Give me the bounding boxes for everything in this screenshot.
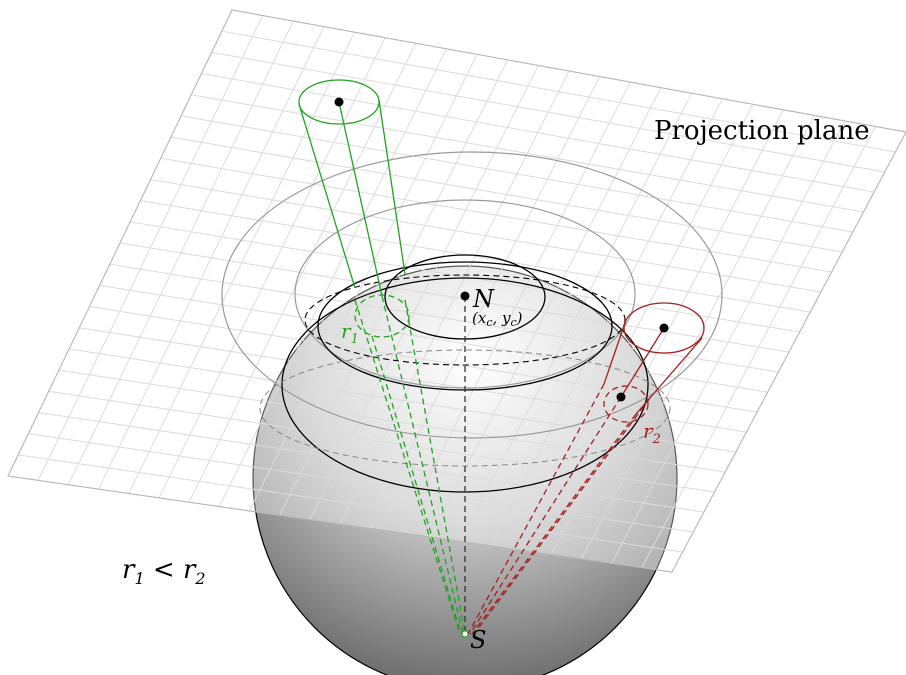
north-coords-open: (x (472, 309, 487, 327)
red-sphere-point (616, 392, 626, 402)
projection-plane-label: Projection plane (654, 116, 870, 146)
grid-line (460, 92, 692, 542)
red-ray-4 (473, 397, 651, 635)
grid-line (550, 109, 784, 555)
inequality-label: r1 < r2 (122, 555, 206, 588)
ring-outer (221, 151, 723, 439)
inequality-r2-sub: 2 (194, 569, 205, 588)
green-sphere-circle (354, 294, 410, 338)
green-center-point (334, 97, 344, 107)
south-pole-point (461, 630, 469, 638)
red-center-point (659, 323, 669, 333)
grid-line (119, 242, 790, 353)
r2-letter: r (643, 419, 654, 443)
green-generator-right (378, 99, 406, 275)
grid-line (611, 120, 846, 564)
grid-line (399, 81, 631, 533)
r1-label: r1 (341, 319, 359, 347)
r1-subscript: 1 (351, 332, 359, 347)
red-projection (467, 302, 705, 635)
inequality-r2: r (183, 555, 197, 585)
grid-line (641, 126, 876, 568)
grid-line (58, 369, 726, 473)
green-ray-3 (404, 299, 466, 635)
projected-rings (221, 151, 723, 493)
r2-subscript: 2 (652, 432, 661, 447)
north-coords-mid: , y (492, 309, 511, 327)
grid-line (99, 284, 768, 393)
r1-letter: r (341, 319, 352, 343)
south-pole-label: S (470, 626, 486, 654)
grid-line (48, 390, 715, 493)
sphere-upper-dashed-ring (304, 274, 626, 366)
grid-line (369, 76, 601, 529)
green-ray-1 (354, 299, 461, 635)
red-generator-center (620, 327, 665, 398)
red-ray-2 (469, 396, 622, 635)
grid-line (109, 263, 779, 373)
green-ray-2 (381, 295, 464, 635)
grid-line (38, 411, 704, 513)
r2-label: r2 (643, 419, 661, 447)
north-coords-sub1: c (486, 316, 492, 329)
green-ray-4 (371, 335, 462, 635)
north-pole-label: N (472, 285, 495, 313)
grid-line (89, 306, 758, 413)
grid-line (28, 433, 694, 533)
green-generator-left (298, 103, 356, 289)
grid-line (69, 348, 736, 453)
grid-line (490, 98, 723, 547)
red-projected-circle (623, 302, 705, 354)
grid-line (430, 87, 662, 538)
north-coords-sub2: c (511, 316, 517, 329)
green-projection (298, 79, 466, 635)
inequality-r1: r (122, 555, 136, 585)
north-pole-point (460, 291, 470, 301)
grid-line (18, 454, 683, 553)
grid-line (581, 115, 815, 560)
red-generator-left (603, 319, 627, 385)
grid-line (520, 104, 754, 551)
inequality-operator: < (145, 555, 183, 585)
green-generator-center (338, 101, 383, 297)
projection-plane (7, 9, 906, 573)
north-coords-close: ) (516, 309, 523, 327)
inequality-r1-sub: 1 (134, 569, 144, 588)
north-coords-label: (xc, yc) (472, 309, 523, 329)
red-ray-3 (471, 413, 637, 635)
red-sphere-circle (603, 385, 649, 423)
red-ray-1 (467, 383, 605, 635)
